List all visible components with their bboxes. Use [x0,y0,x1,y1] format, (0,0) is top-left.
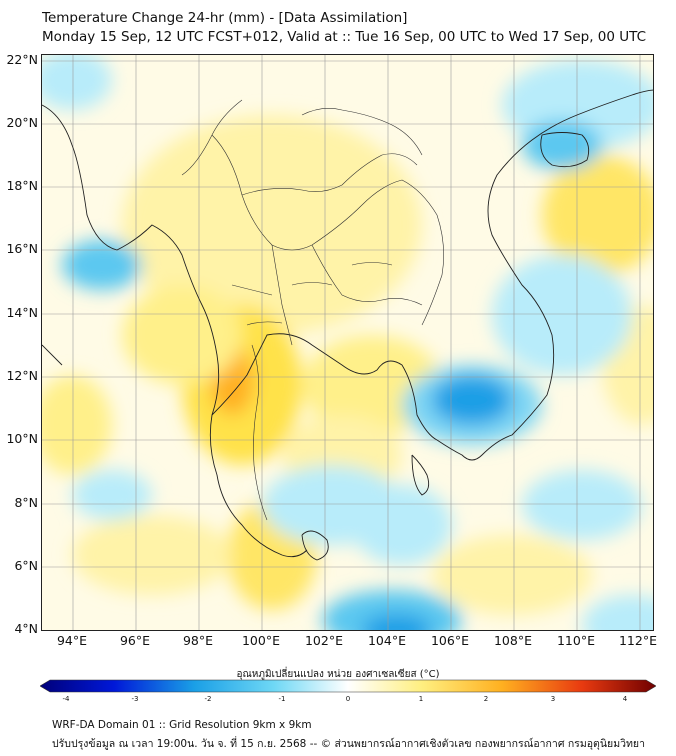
footer-credit: ปรับปรุงข้อมูล ณ เวลา 19:00น. วัน จ. ที่… [52,738,645,750]
colorbar-tick: 0 [345,695,351,703]
cool-area [522,470,642,540]
colorbar-tick: 2 [483,695,489,703]
warm-area [542,155,653,275]
cold-area [522,120,602,170]
colorbar [40,679,656,693]
colorbar-gradient [40,679,656,693]
warm-area [72,515,232,595]
cool-area [352,485,452,565]
lon-label: 100°E [241,633,280,648]
footer-model-info: WRF-DA Domain 01 :: Grid Resolution 9km … [52,719,312,731]
warm-area [432,535,592,615]
lat-label: 20°N [6,115,38,130]
map-panel [41,54,654,631]
cool-area [42,55,112,110]
colorbar-title: อุณหภูมิเปลี่ยนแปลง หน่วย องศาเซลเซียส (… [236,669,440,680]
lon-label: 110°E [556,633,595,648]
lon-label: 108°E [493,633,532,648]
warm-area [122,115,422,335]
coastlines [42,89,653,561]
cool-area [492,255,632,375]
warm-area [42,375,112,475]
colorbar-tick: 4 [622,695,628,703]
lon-label: 112°E [618,633,657,648]
cold-area [432,375,512,425]
lon-label: 104°E [367,633,406,648]
lon-label: 98°E [182,633,214,648]
colorbar-tick: -1 [278,695,286,703]
admin-borders [181,99,444,521]
map-canvas [42,55,653,630]
cold-area [62,240,142,290]
map-subtitle: Monday 15 Sep, 12 UTC FCST+012, Valid at… [42,29,647,45]
lat-label: 12°N [6,368,38,383]
cool-area [582,595,653,630]
colorbar-tick: 1 [418,695,424,703]
lat-label: 10°N [6,431,38,446]
lat-label: 22°N [6,52,38,67]
colorbar-tick: -3 [131,695,139,703]
cool-area [72,470,152,520]
lat-label: 16°N [6,241,38,256]
lat-label: 18°N [6,178,38,193]
lon-label: 106°E [430,633,469,648]
lon-label: 96°E [119,633,151,648]
lat-label: 4°N [14,621,38,636]
lat-label: 6°N [14,558,38,573]
graticule [42,55,653,630]
lon-label: 94°E [56,633,88,648]
colorbar-tick: -2 [204,695,212,703]
map-title: Temperature Change 24-hr (mm) - [Data As… [42,10,408,26]
lat-label: 14°N [6,305,38,320]
colorbar-tick: -4 [62,695,70,703]
colorbar-tick: 3 [550,695,556,703]
lat-label: 8°N [14,495,38,510]
cold-area [362,614,432,630]
warm-area [122,285,242,385]
cold-area [322,590,462,630]
lon-label: 102°E [304,633,343,648]
